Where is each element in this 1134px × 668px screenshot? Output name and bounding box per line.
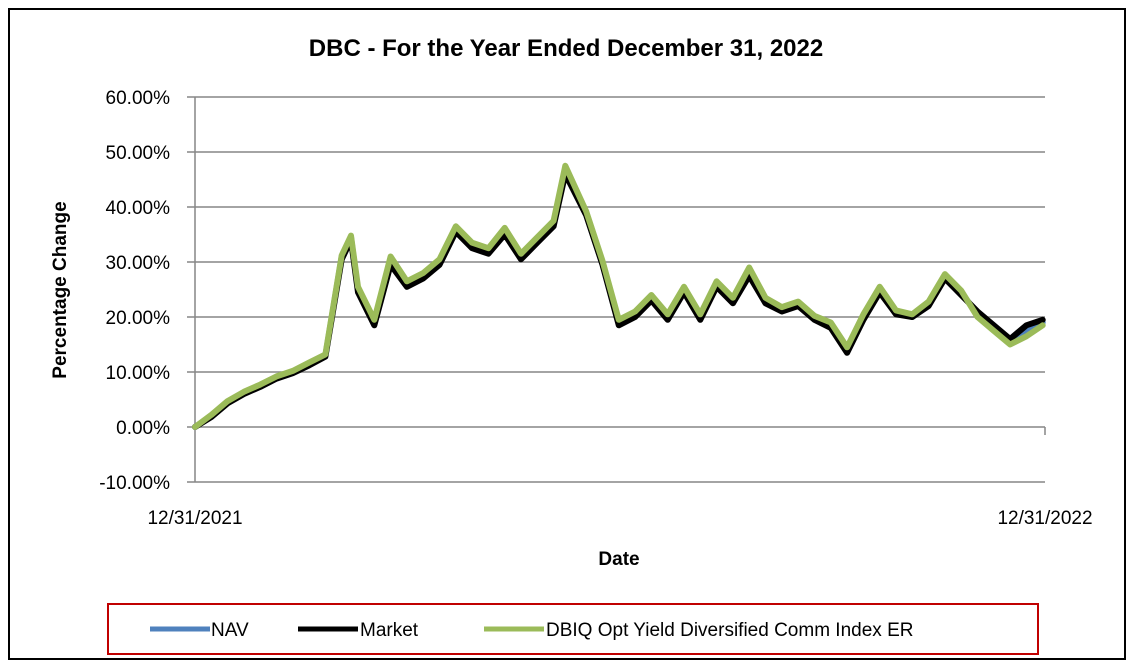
y-tick-label: 60.00% (106, 88, 171, 109)
y-tick-label: 40.00% (106, 198, 171, 219)
y-tick-label: 30.00% (106, 253, 171, 274)
x-tick-label-end: 12/31/2022 (997, 508, 1092, 529)
gridlines (195, 96, 1045, 483)
y-tick-label: 20.00% (106, 308, 171, 329)
series-line-nav (192, 168, 1046, 430)
legend: NAV Market DBIQ Opt Yield Diversified Co… (150, 620, 913, 641)
y-tick-label: 10.00% (106, 363, 171, 384)
legend-label-nav: NAV (211, 620, 249, 641)
y-tick-label: -10.00% (99, 473, 170, 494)
legend-label-index: DBIQ Opt Yield Diversified Comm Index ER (546, 620, 913, 641)
x-axis-label: Date (598, 549, 639, 570)
series-line-market (192, 171, 1046, 430)
series-line-index (192, 162, 1046, 430)
legend-label-market: Market (360, 620, 419, 641)
x-tick-label-start: 12/31/2021 (147, 508, 242, 529)
y-axis-ticks: -10.00% 0.00% 10.00% 20.00% 30.00% 40.00% 50.0… (99, 88, 195, 494)
chart-title: DBC - For the Year Ended December 31, 20… (309, 35, 823, 62)
y-axis-label: Percentage Change (50, 201, 71, 378)
y-tick-label: 0.00% (116, 418, 170, 439)
series-layer (192, 162, 1046, 430)
y-tick-label: 50.00% (106, 143, 171, 164)
legend-box (107, 603, 1039, 655)
